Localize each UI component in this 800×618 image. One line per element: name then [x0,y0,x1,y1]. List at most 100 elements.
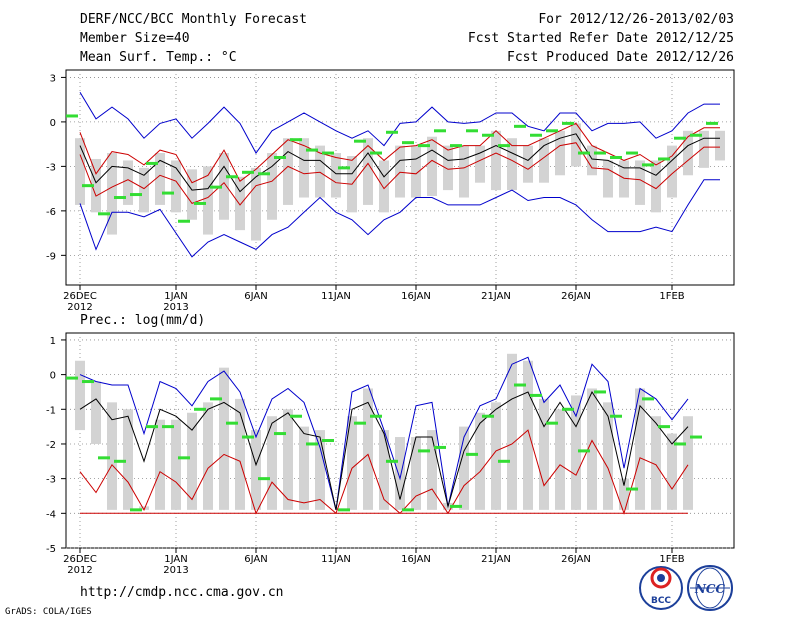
quantile-box [203,166,213,235]
quantile-box [315,145,325,198]
quantile-box [91,381,101,444]
y-tick-label: -5 [46,544,56,555]
temp-variable-label: Mean Surf. Temp.: °C [80,50,237,65]
bcc-logo: BCC [639,566,683,610]
quantile-box [251,430,261,510]
p10-line [79,142,720,206]
quantile-box [651,160,661,213]
quantile-box [571,395,581,510]
x-tick-label: 6JAN [244,291,267,302]
quantile-box [347,416,357,510]
quantile-box [507,353,517,510]
quantile-box [299,426,309,510]
quantile-box [123,160,133,205]
mean-line [79,133,720,193]
quantile-box [411,145,421,198]
quantile-box [667,145,677,198]
quantile-box [603,402,613,510]
quantile-box [235,176,245,231]
quantile-box [155,153,165,205]
x-tick-label: 1FEB [659,554,684,565]
quantile-box [171,160,181,213]
max-line [79,356,689,511]
min-line [79,179,720,258]
quantile-box [107,402,117,510]
x-tick-year: 2012 [67,565,92,576]
x-tick-label: 16JAN [401,291,431,302]
x-tick-label: 26JAN [561,554,591,565]
quantile-box [603,160,613,198]
x-tick-label: 16JAN [401,554,431,565]
quantile-box [555,409,565,510]
x-tick-label: 1JAN [164,291,187,302]
x-tick-year: 2013 [163,565,188,576]
source-url[interactable]: http://cmdp.ncc.cma.gov.cn [80,585,284,600]
quantile-box [139,506,149,510]
quantile-box [299,138,309,198]
quantile-box [395,145,405,198]
x-tick-year: 2012 [67,302,92,313]
quantile-box [283,138,293,205]
y-tick-label: 3 [50,73,56,84]
quantile-box [459,145,469,198]
y-tick-label: -9 [46,251,56,262]
y-tick-label: -3 [46,162,56,173]
y-tick-label: -1 [46,405,56,416]
quantile-box [187,169,197,220]
quantile-box [235,398,245,510]
y-tick-label: 0 [50,118,56,129]
x-tick-label: 26DEC [63,291,97,302]
quantile-box [651,416,661,510]
y-tick-label: -4 [46,509,56,520]
member-size: Member Size=40 [80,31,190,46]
precip-variable-label: Prec.: log(mm/d) [80,313,205,328]
quantile-box [251,167,261,241]
x-tick-label: 26DEC [63,554,97,565]
y-tick-label: 1 [50,336,56,347]
p90-line [79,122,720,184]
y-tick-label: 0 [50,371,56,382]
quantile-box [587,388,597,510]
quantile-box [75,138,85,205]
quantile-box [571,123,581,167]
quantile-box [219,367,229,510]
svg-text:NCC: NCC [694,582,726,596]
x-tick-label: 21JAN [481,554,511,565]
quantile-box [539,138,549,183]
x-tick-label: 11JAN [321,291,351,302]
y-tick-label: -2 [46,440,56,451]
quantile-box [539,398,549,510]
x-tick-label: 1FEB [659,291,684,302]
y-tick-label: -6 [46,207,56,218]
grads-credit: GrADS: COLA/IGES [5,607,92,617]
quantile-box [619,478,629,510]
quantile-box [635,160,645,205]
quantile-box [683,416,693,510]
quantile-box [283,409,293,510]
quantile-box [635,388,645,510]
quantile-box [427,430,437,510]
x-tick-year: 2013 [163,302,188,313]
y-tick-label: -3 [46,475,56,486]
quantile-box [267,416,277,510]
svg-text:BCC: BCC [651,596,671,606]
quantile-box [363,388,373,510]
quantile-box [459,426,469,510]
quantile-box [491,130,501,191]
chart-title: DERF/NCC/BCC Monthly Forecast [80,12,307,27]
produced-date: Fcst Produced Date 2012/12/26 [507,50,734,65]
quantile-box [667,433,677,510]
quantile-box [363,138,373,205]
quantile-box [427,136,437,197]
quantile-box [219,153,229,220]
quantile-box [379,160,389,213]
quantile-box [75,360,85,431]
x-tick-label: 11JAN [321,554,351,565]
x-tick-label: 21JAN [481,291,511,302]
x-tick-label: 26JAN [561,291,591,302]
quantile-box [475,412,485,510]
ncc-logo: NCC [687,565,733,611]
quantile-box [395,437,405,510]
